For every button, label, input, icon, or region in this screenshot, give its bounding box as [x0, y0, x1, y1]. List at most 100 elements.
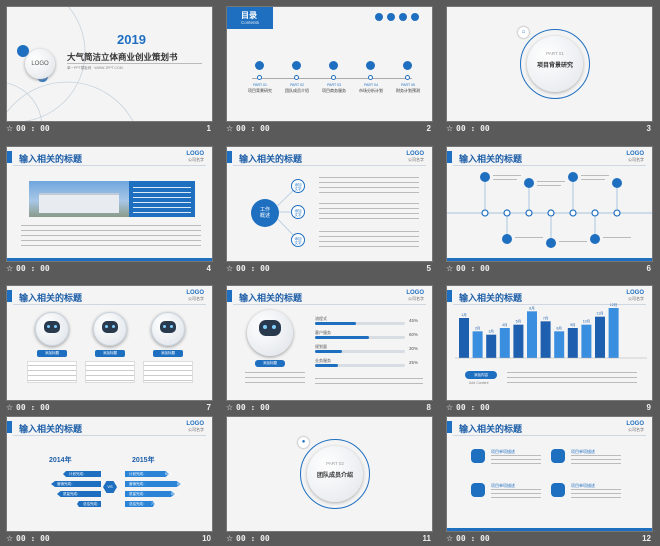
bar-label: 7月 — [543, 315, 548, 320]
slide-9-canvas[interactable]: 输入相关的标题 LOGO 公司名字 1月 2月 3月 4月 5月 6月 7月 8月 9月 10月 11月… — [446, 285, 653, 401]
bar-4月 — [499, 328, 510, 358]
bar-6月 — [527, 311, 537, 358]
add-title-button[interactable]: 添加标题 — [153, 350, 183, 357]
feature-title: 项目单项描述 — [491, 449, 515, 454]
right-arrow-label: 计划完成： — [125, 471, 169, 477]
icon-dot — [411, 13, 419, 21]
bar-percent: 30% — [409, 346, 419, 351]
toc-icon — [329, 61, 338, 70]
star-icon[interactable]: ☆ — [446, 124, 454, 133]
star-icon[interactable]: ☆ — [226, 124, 234, 133]
bar-label: 业务服务 — [315, 358, 331, 363]
star-icon[interactable]: ☆ — [6, 124, 14, 133]
feature-title: 项目单项描述 — [571, 483, 595, 488]
slide-3-canvas[interactable]: ⌂ PART 01 项目背景研究 — [446, 6, 653, 122]
slide-9-meta: ☆ 00 : 00 9 — [446, 403, 653, 415]
slide-timing: 00 : 00 — [236, 403, 270, 412]
robot-face — [44, 321, 60, 333]
toc-label[interactable]: 市场分析计划 — [359, 88, 383, 93]
star-icon[interactable]: ☆ — [6, 264, 14, 273]
star-icon[interactable]: ☆ — [446, 534, 454, 543]
star-icon[interactable]: ☆ — [446, 264, 454, 273]
toc-part: PART 01 — [253, 83, 267, 87]
home-icon: ⌂ — [518, 27, 529, 38]
header-logo: LOGO 公司名字 — [186, 151, 204, 163]
bar-3月 — [486, 334, 497, 358]
logo-subtitle: 公司名字 — [408, 157, 424, 162]
slide-2-subtitle: Contents — [241, 20, 260, 25]
add-content-button[interactable]: 添加内容 — [465, 371, 497, 379]
add-title-button[interactable]: 添加标题 — [255, 360, 285, 367]
slide-10-canvas[interactable]: 输入相关的标题 LOGO 公司名字 2014年 2015年 VS 计划完成： 计划完成… — [6, 416, 213, 532]
left-arrow-label: 总结完成： — [77, 501, 101, 507]
star-icon[interactable]: ☆ — [446, 403, 454, 412]
star-icon[interactable]: ☆ — [226, 264, 234, 273]
slide-3-meta: ☆ 00 : 00 3 — [446, 124, 653, 136]
feature-title: 项目单项描述 — [571, 449, 595, 454]
slide-thumbnail-10[interactable]: 输入相关的标题 LOGO 公司名字 2014年 2015年 VS 计划完成： 计划完成… — [0, 410, 220, 546]
slide-thumbnail-6[interactable]: 输入相关的标题 LOGO 公司名字 — [440, 140, 660, 276]
feature-text — [571, 489, 621, 501]
logo-text: LOGO — [186, 290, 204, 296]
toc-label[interactable]: 团队成员介绍 — [285, 88, 309, 93]
icon-dot — [399, 13, 407, 21]
add-title-button[interactable]: 添加标题 — [37, 350, 67, 357]
bar-1月 — [459, 318, 469, 358]
star-icon[interactable]: ☆ — [226, 534, 234, 543]
toc-label[interactable]: 项目商务服务 — [322, 88, 346, 93]
slide-1-title: 大气简洁立体商业创业策划书 — [67, 52, 178, 62]
slide-8-meta: ☆ 00 : 00 8 — [226, 403, 433, 415]
slide-thumbnail-12[interactable]: 输入相关的标题 LOGO 公司名字 项目单项描述 项目单项描述 项目单项描述 项目单项描述… — [440, 410, 660, 546]
add-title-button[interactable]: 添加标题 — [95, 350, 125, 357]
slide-thumbnail-3[interactable]: ⌂ PART 01 项目背景研究 ☆ 00 : 00 3 — [440, 0, 660, 136]
bar-track — [315, 350, 405, 353]
slide-5-canvas[interactable]: 输入相关的标题 LOGO 公司名字 工作 概述 添加 文字 添加 文字 添加 文字 — [226, 146, 433, 262]
slide-11-canvas[interactable]: ● PART 02 团队成员介绍 — [226, 416, 433, 532]
slide-thumbnail-1[interactable]: LOGO 2019 大气简洁立体商业创业策划书 单一PPT模板网 · WWW.1… — [0, 0, 220, 136]
slide-1-canvas[interactable]: LOGO 2019 大气简洁立体商业创业策划书 单一PPT模板网 · WWW.1… — [6, 6, 213, 122]
logo-subtitle: 公司名字 — [628, 157, 644, 162]
slide-timing: 00 : 00 — [456, 124, 490, 133]
header-accent — [447, 290, 452, 302]
toc-dot — [257, 75, 262, 80]
slide-thumbnail-5[interactable]: 输入相关的标题 LOGO 公司名字 工作 概述 添加 文字 添加 文字 添加 文字 … — [220, 140, 440, 276]
header-rule — [453, 304, 646, 305]
star-icon[interactable]: ☆ — [6, 403, 14, 412]
toc-label[interactable]: 项目背景研究 — [248, 88, 272, 93]
part-circle — [527, 36, 583, 92]
bottom-bar — [7, 258, 212, 261]
building-shape — [39, 193, 119, 213]
slide-2-canvas[interactable]: 目录 Contents PART 01 项目背景研究 PART 02 团队成员介绍 PA… — [226, 6, 433, 122]
star-icon[interactable]: ☆ — [226, 403, 234, 412]
header-rule — [13, 435, 206, 436]
star-icon[interactable]: ☆ — [6, 534, 14, 543]
slide-6-canvas[interactable]: 输入相关的标题 LOGO 公司名字 — [446, 146, 653, 262]
right-arrow-label: 总结完成： — [125, 501, 155, 507]
slide-timing: 00 : 00 — [16, 403, 50, 412]
bar-10月 — [581, 324, 592, 358]
slide-4-canvas[interactable]: 输入相关的标题 LOGO 公司名字 — [6, 146, 213, 262]
header-rule — [13, 165, 206, 166]
slide-thumbnail-7[interactable]: 输入相关的标题 LOGO 公司名字 添加标题 添加标题 添加标题 ☆ 00 : 00 7 — [0, 279, 220, 415]
slide-7-canvas[interactable]: 输入相关的标题 LOGO 公司名字 添加标题 添加标题 添加标题 — [6, 285, 213, 401]
slide-12-canvas[interactable]: 输入相关的标题 LOGO 公司名字 项目单项描述 项目单项描述 项目单项描述 项目单项描述 — [446, 416, 653, 532]
bar-label: 8月 — [556, 325, 561, 330]
bar-fill — [315, 350, 342, 353]
slide-thumbnail-9[interactable]: 输入相关的标题 LOGO 公司名字 1月 2月 3月 4月 5月 6月 7月 8月 9月 10月 11月… — [440, 279, 660, 415]
summary-text — [315, 378, 423, 388]
toc-part: PART 04 — [364, 83, 378, 87]
bar-label: 3月 — [488, 329, 493, 334]
slide-8-canvas[interactable]: 输入相关的标题 LOGO 公司名字 添加标题 流程式 45% 客户服务 60% 规划量 30%… — [226, 285, 433, 401]
slide-5-meta: ☆ 00 : 00 5 — [226, 264, 433, 276]
robot-eye — [54, 325, 57, 328]
slide-thumbnail-2[interactable]: 目录 Contents PART 01 项目背景研究 PART 02 团队成员介绍 PA… — [220, 0, 440, 136]
toc-icon — [403, 61, 412, 70]
header-logo: LOGO 公司名字 — [186, 421, 204, 433]
toc-label[interactable]: 财务计划预测 — [396, 88, 420, 93]
slide-thumbnail-8[interactable]: 输入相关的标题 LOGO 公司名字 添加标题 流程式 45% 客户服务 60% 规划量 30%… — [220, 279, 440, 415]
header-accent — [447, 421, 452, 433]
slide-thumbnail-4[interactable]: 输入相关的标题 LOGO 公司名字 ☆ 00 : 00 4 — [0, 140, 220, 276]
slide-number: 8 — [426, 403, 431, 412]
slide-header: 输入相关的标题 LOGO 公司名字 — [227, 290, 432, 303]
slide-thumbnail-11[interactable]: ● PART 02 团队成员介绍 ☆ 00 : 00 11 — [220, 410, 440, 546]
